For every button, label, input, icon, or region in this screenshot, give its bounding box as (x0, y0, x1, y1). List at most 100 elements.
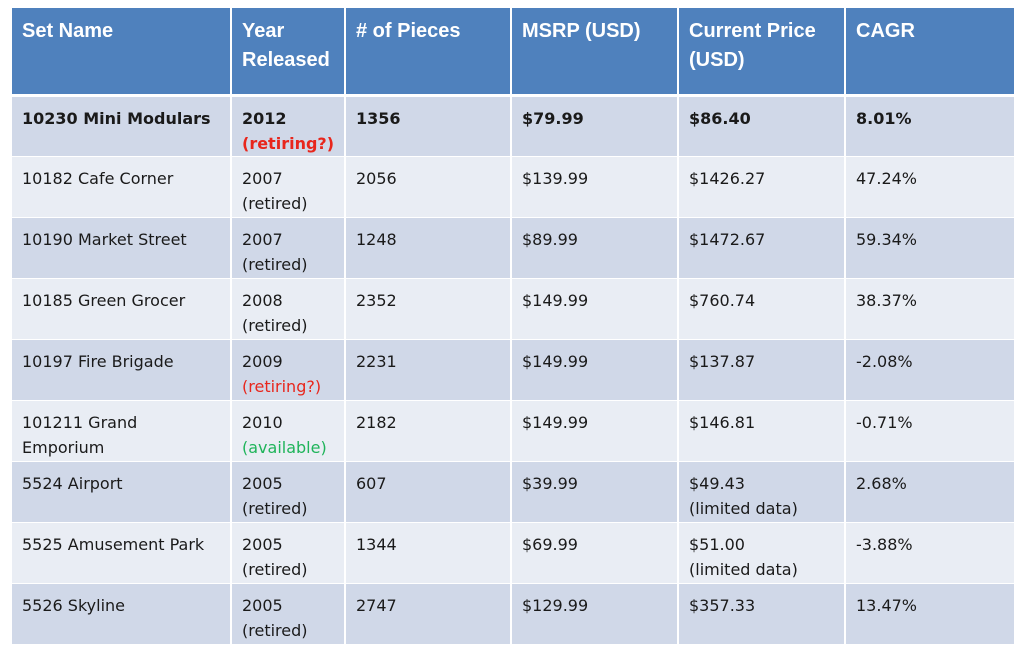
year-cell: 2007 (retired) (231, 156, 346, 218)
msrp-cell: $149.99 (511, 400, 679, 462)
current-price-cell: $86.40 (678, 95, 846, 157)
msrp-cell: $89.99 (511, 217, 679, 279)
current-price-cell: $49.43 (limited data) (678, 461, 846, 523)
table-row: 5526 Skyline 2005 (retired) 2747 $129.99 … (12, 583, 1014, 645)
year-cell: 2009 (retiring?) (231, 339, 346, 401)
year-value: 2007 (242, 229, 283, 249)
status-badge: (retired) (242, 193, 308, 213)
header-current-price: Current Price (USD) (678, 8, 846, 97)
price-note: (limited data) (689, 559, 798, 579)
header-set-name: Set Name (12, 8, 232, 97)
current-price-cell: $51.00 (limited data) (678, 522, 846, 584)
current-price-cell: $146.81 (678, 400, 846, 462)
cagr-cell: 2.68% (845, 461, 1014, 523)
status-badge: (retired) (242, 559, 308, 579)
cagr-cell: 59.34% (845, 217, 1014, 279)
cagr-cell: -2.08% (845, 339, 1014, 401)
pieces-cell: 1344 (345, 522, 512, 584)
year-cell: 2005 (retired) (231, 522, 346, 584)
price-value: $760.74 (689, 290, 756, 310)
current-price-cell: $357.33 (678, 583, 846, 645)
year-value: 2008 (242, 290, 283, 310)
set-name-cell: 5526 Skyline (12, 583, 232, 645)
year-value: 2009 (242, 351, 283, 371)
current-price-cell: $1472.67 (678, 217, 846, 279)
pieces-cell: 2231 (345, 339, 512, 401)
set-name-cell: 10185 Green Grocer (12, 278, 232, 340)
pieces-cell: 2352 (345, 278, 512, 340)
pieces-cell: 1248 (345, 217, 512, 279)
set-name-cell: 101211 Grand Emporium (12, 400, 232, 462)
header-pieces: # of Pieces (345, 8, 512, 97)
table-row: 10190 Market Street 2007 (retired) 1248 $… (12, 217, 1014, 279)
year-cell: 2008 (retired) (231, 278, 346, 340)
cagr-cell: 8.01% (845, 95, 1014, 157)
current-price-cell: $137.87 (678, 339, 846, 401)
price-value: $49.43 (689, 473, 745, 493)
table-row: 5524 Airport 2005 (retired) 607 $39.99 $4… (12, 461, 1014, 523)
table-row: 10230 Mini Modulars 2012 (retiring?) 1356… (12, 95, 1014, 157)
status-badge: (available) (242, 437, 327, 457)
modular-sets-table: Set Name Year Released # of Pieces MSRP … (12, 8, 1014, 645)
table-row: 5525 Amusement Park 2005 (retired) 1344 $… (12, 522, 1014, 584)
set-name-cell: 10190 Market Street (12, 217, 232, 279)
year-value: 2007 (242, 168, 283, 188)
header-year-released: Year Released (231, 8, 346, 97)
pieces-cell: 1356 (345, 95, 512, 157)
pieces-cell: 2056 (345, 156, 512, 218)
table-row: 10185 Green Grocer 2008 (retired) 2352 $1… (12, 278, 1014, 340)
cagr-cell: -3.88% (845, 522, 1014, 584)
set-name-cell: 5524 Airport (12, 461, 232, 523)
price-value: $137.87 (689, 351, 756, 371)
msrp-cell: $129.99 (511, 583, 679, 645)
year-cell: 2012 (retiring?) (231, 95, 346, 157)
pieces-cell: 2747 (345, 583, 512, 645)
year-value: 2005 (242, 473, 283, 493)
set-name-cell: 10182 Cafe Corner (12, 156, 232, 218)
current-price-cell: $1426.27 (678, 156, 846, 218)
price-value: $1472.67 (689, 229, 766, 249)
set-name-cell: 10230 Mini Modulars (12, 95, 232, 157)
price-note: (limited data) (689, 498, 798, 518)
msrp-cell: $149.99 (511, 339, 679, 401)
year-cell: 2007 (retired) (231, 217, 346, 279)
year-cell: 2010 (available) (231, 400, 346, 462)
status-badge: (retired) (242, 254, 308, 274)
table-row: 101211 Grand Emporium 2010 (available) 21… (12, 400, 1014, 462)
status-badge: (retired) (242, 498, 308, 518)
header-msrp: MSRP (USD) (511, 8, 679, 97)
pieces-cell: 2182 (345, 400, 512, 462)
table-row: 10197 Fire Brigade 2009 (retiring?) 2231 … (12, 339, 1014, 401)
price-value: $86.40 (689, 108, 751, 128)
year-value: 2005 (242, 595, 283, 615)
msrp-cell: $39.99 (511, 461, 679, 523)
pieces-cell: 607 (345, 461, 512, 523)
msrp-cell: $139.99 (511, 156, 679, 218)
year-cell: 2005 (retired) (231, 461, 346, 523)
cagr-cell: -0.71% (845, 400, 1014, 462)
year-value: 2010 (242, 412, 283, 432)
status-badge: (retired) (242, 315, 308, 335)
cagr-cell: 38.37% (845, 278, 1014, 340)
year-cell: 2005 (retired) (231, 583, 346, 645)
header-cagr: CAGR (845, 8, 1014, 97)
status-badge: (retiring?) (242, 133, 334, 153)
msrp-cell: $69.99 (511, 522, 679, 584)
price-value: $1426.27 (689, 168, 766, 188)
year-value: 2005 (242, 534, 283, 554)
status-badge: (retiring?) (242, 376, 322, 396)
status-badge: (retired) (242, 620, 308, 640)
cagr-cell: 47.24% (845, 156, 1014, 218)
price-value: $146.81 (689, 412, 756, 432)
set-name-cell: 10197 Fire Brigade (12, 339, 232, 401)
msrp-cell: $79.99 (511, 95, 679, 157)
cagr-cell: 13.47% (845, 583, 1014, 645)
price-value: $357.33 (689, 595, 756, 615)
table-row: 10182 Cafe Corner 2007 (retired) 2056 $13… (12, 156, 1014, 218)
price-value: $51.00 (689, 534, 745, 554)
current-price-cell: $760.74 (678, 278, 846, 340)
msrp-cell: $149.99 (511, 278, 679, 340)
year-value: 2012 (242, 108, 287, 128)
set-name-cell: 5525 Amusement Park (12, 522, 232, 584)
header-row: Set Name Year Released # of Pieces MSRP … (12, 8, 1014, 97)
